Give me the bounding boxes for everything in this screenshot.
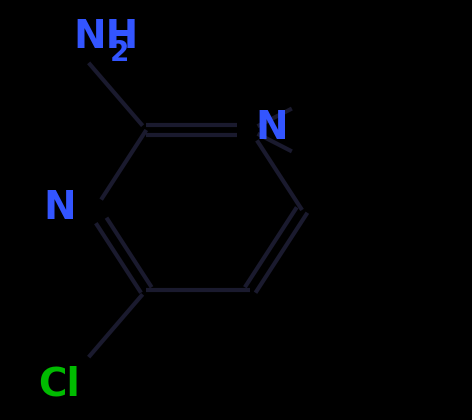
Text: N: N: [255, 109, 287, 147]
Text: NH: NH: [73, 18, 138, 56]
Text: 2: 2: [110, 39, 129, 67]
Text: N: N: [43, 189, 76, 227]
Text: Cl: Cl: [39, 366, 80, 404]
